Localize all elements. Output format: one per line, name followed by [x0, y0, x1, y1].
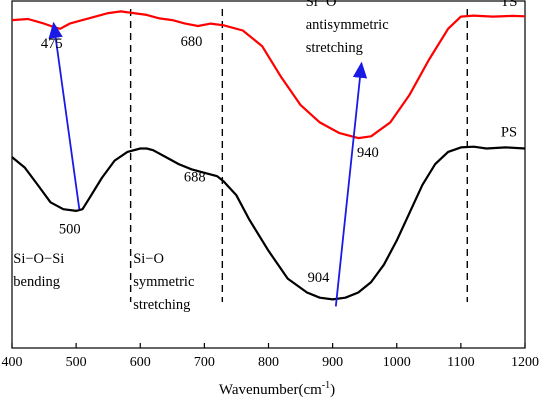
peak-label-940: 940 — [357, 145, 379, 161]
series-ps — [11, 145, 526, 301]
series-ts — [11, 10, 526, 140]
series-layer — [11, 10, 526, 301]
arrow-layer — [48, 21, 368, 307]
peak-label-688: 688 — [184, 169, 206, 185]
shift-arrow-1 — [334, 61, 368, 307]
x-tick-label-500: 500 — [66, 355, 87, 370]
x-tick-label-400: 400 — [2, 355, 23, 370]
series-label-ps: PS — [501, 124, 517, 140]
x-tick-label-700: 700 — [194, 355, 215, 370]
label-layer: 475 680 940 500 688 904 TS PS Si−O−Si bending Si−O… — [13, 0, 517, 313]
x-axis-title: Wavenumber(cm-1) — [219, 380, 335, 398]
x-tick-label-800: 800 — [258, 355, 279, 370]
x-tick-label-1200: 1200 — [511, 355, 539, 370]
x-axis-title-text: Wavenumber(cm — [219, 382, 322, 398]
band-annotation-2: Si−O antisymmetric stretching — [306, 0, 389, 56]
dashed-guides — [129, 9, 468, 302]
series-label-ts: TS — [501, 0, 518, 10]
x-axis-title-sup: -1 — [322, 380, 330, 391]
band-annotation-1: Si−O symmetric stretching — [133, 251, 194, 313]
shift-arrow-0 — [48, 21, 81, 210]
peak-label-475: 475 — [41, 36, 63, 52]
band-annotation-0: Si−O−Si bending — [13, 251, 64, 290]
x-tick-label-1100: 1100 — [447, 355, 474, 370]
plot-frame — [11, 0, 526, 349]
x-axis-title-close: ) — [330, 382, 335, 398]
x-tick-label-900: 900 — [322, 355, 343, 370]
x-axis: 400 500 600 700 800 900 1000 1100 1200 — [2, 343, 539, 370]
x-tick-label-600: 600 — [130, 355, 151, 370]
peak-label-500: 500 — [59, 221, 81, 237]
peak-label-680: 680 — [181, 34, 203, 50]
peak-label-904: 904 — [308, 270, 331, 286]
x-tick-label-1000: 1000 — [383, 355, 411, 370]
